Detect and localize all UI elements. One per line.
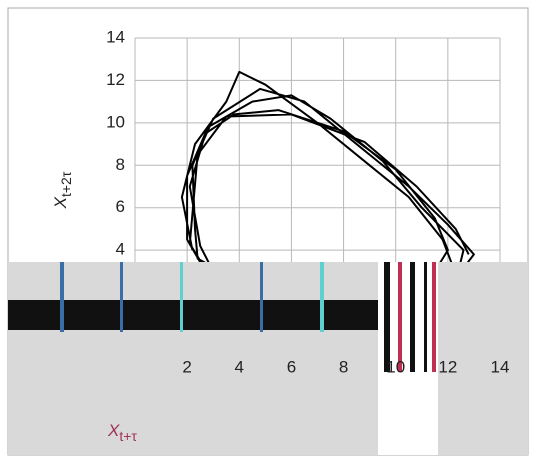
y-tick-label: 12	[106, 70, 125, 89]
x-tick-label: 14	[491, 357, 510, 376]
y-tick-label: 4	[116, 240, 125, 259]
x-tick-label: 4	[235, 357, 244, 376]
x-axis-label-sub: t+τ	[119, 428, 137, 444]
y-tick-label: 8	[116, 155, 125, 174]
x-tick-label: 8	[339, 357, 348, 376]
chart: 02468101214 Xt+2τ Xt+τ 2468101214	[0, 0, 536, 459]
y-axis-label-sub: t+2τ	[58, 171, 74, 197]
y-tick-label: 6	[116, 197, 125, 216]
x-axis-label-main: X	[107, 421, 120, 440]
y-axis-label-main: X	[51, 196, 70, 209]
y-tick-label: 14	[106, 27, 125, 46]
x-tick-label: 2	[182, 357, 191, 376]
x-tick-label: 12	[438, 357, 457, 376]
y-tick-label: 10	[106, 112, 125, 131]
x-tick-label: 10	[386, 357, 405, 376]
x-tick-label: 6	[287, 357, 296, 376]
